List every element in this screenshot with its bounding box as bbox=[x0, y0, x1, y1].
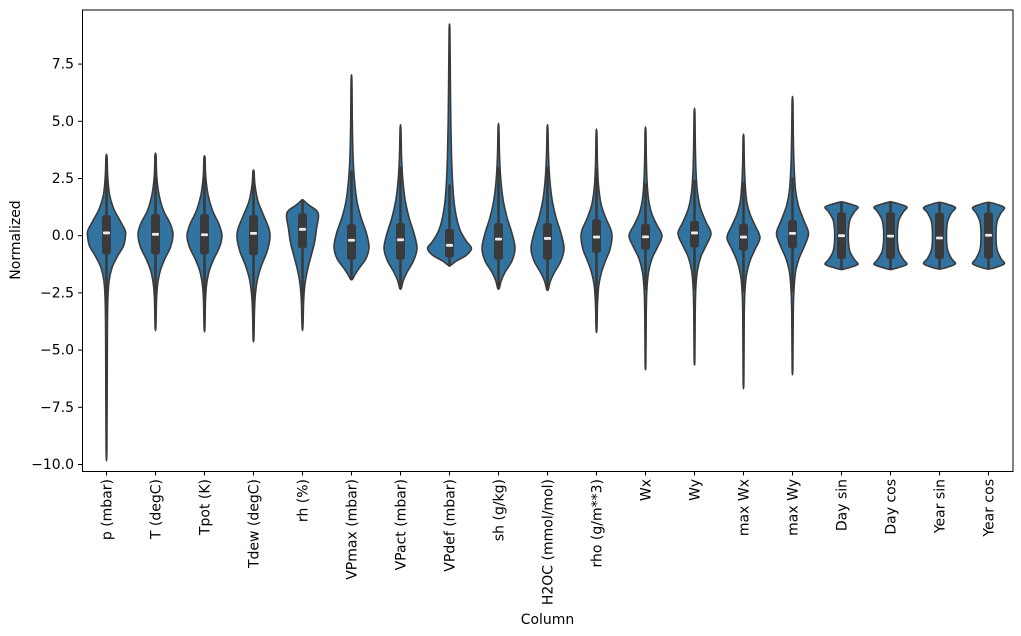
median-mark bbox=[397, 238, 404, 242]
iqr-box bbox=[935, 212, 944, 260]
iqr-box bbox=[494, 223, 503, 260]
x-tick-label: Tdew (degC) bbox=[247, 479, 263, 569]
violin-t-degc bbox=[137, 152, 174, 332]
median-mark bbox=[985, 233, 992, 237]
iqr-box bbox=[102, 215, 111, 255]
violin-max-wy bbox=[775, 95, 810, 376]
violin-vpact-mbar bbox=[383, 123, 418, 290]
violin-p-mbar bbox=[86, 153, 127, 462]
violin-h2oc-mmol-mol bbox=[530, 123, 565, 292]
median-mark bbox=[691, 231, 698, 235]
y-tick-label: −2.5 bbox=[40, 285, 74, 301]
y-axis-title: Normalized bbox=[8, 200, 24, 279]
violin-year-cos bbox=[971, 201, 1006, 270]
median-mark bbox=[593, 235, 600, 239]
x-tick-label: Year sin bbox=[933, 479, 949, 534]
median-mark bbox=[887, 234, 894, 238]
x-tick-label: Wy bbox=[688, 479, 704, 501]
y-tick-label: 7.5 bbox=[52, 57, 74, 73]
median-mark bbox=[103, 231, 110, 235]
median-mark bbox=[446, 243, 453, 247]
median-mark bbox=[740, 235, 747, 239]
y-tick-label: 2.5 bbox=[52, 171, 74, 187]
violin-sh-g-kg bbox=[481, 122, 516, 290]
violin-vpmax-mbar bbox=[333, 74, 370, 281]
x-tick-label: max Wx bbox=[737, 479, 753, 536]
violins-layer bbox=[86, 23, 1006, 462]
x-tick-label: sh (g/kg) bbox=[492, 479, 508, 541]
x-tick-label: Tpot (K) bbox=[198, 479, 214, 536]
iqr-box bbox=[445, 228, 454, 258]
x-axis: p (mbar) T (degC) Tpot (K) Tdew (degC) rh (%… bbox=[100, 471, 998, 605]
x-tick-label: Day sin bbox=[835, 479, 851, 531]
violin-max-wx bbox=[726, 133, 761, 390]
x-tick-label: VPmax (mbar) bbox=[345, 479, 361, 580]
median-mark bbox=[348, 238, 355, 242]
violin-rho-g-m-3 bbox=[580, 128, 613, 334]
median-mark bbox=[201, 233, 208, 237]
median-mark bbox=[495, 237, 502, 241]
x-tick-label: VPact (mbar) bbox=[394, 479, 410, 570]
median-mark bbox=[250, 232, 257, 235]
x-axis-title: Column bbox=[521, 612, 575, 628]
violin-rh bbox=[285, 198, 320, 332]
iqr-box bbox=[347, 224, 356, 260]
x-tick-label: Day cos bbox=[884, 479, 900, 535]
violin-wx bbox=[628, 126, 663, 371]
violin-vpdef-mbar bbox=[426, 23, 473, 267]
x-tick-label: rho (g/m**3) bbox=[590, 479, 606, 567]
median-mark bbox=[544, 237, 551, 240]
median-mark bbox=[642, 235, 649, 239]
x-tick-label: T (degC) bbox=[149, 479, 165, 540]
violin-wy bbox=[677, 107, 712, 366]
violin-tdew-degc bbox=[236, 169, 271, 343]
median-mark bbox=[299, 227, 306, 231]
x-tick-label: Wx bbox=[639, 479, 655, 501]
iqr-box bbox=[249, 215, 258, 256]
x-tick-label: VPdef (mbar) bbox=[443, 479, 459, 572]
violin-day-cos bbox=[873, 201, 908, 271]
median-mark bbox=[152, 232, 159, 236]
x-tick-label: rh (%) bbox=[296, 479, 312, 522]
median-mark bbox=[936, 236, 943, 240]
median-mark bbox=[838, 234, 845, 238]
y-tick-label: 0.0 bbox=[52, 228, 74, 244]
violin-tpot-k bbox=[186, 154, 223, 333]
x-tick-label: p (mbar) bbox=[100, 479, 116, 540]
median-mark bbox=[789, 232, 796, 235]
violin-day-sin bbox=[824, 201, 859, 271]
y-axis: 7.5 5.0 2.5 0.0 −2.5 −5.0 −7.5 −10.0 bbox=[31, 57, 82, 473]
violin-year-sin bbox=[922, 201, 957, 270]
x-tick-label: H2OC (mmol/mol) bbox=[541, 479, 557, 605]
y-tick-label: −5.0 bbox=[40, 343, 74, 359]
x-tick-label: Year cos bbox=[982, 479, 998, 538]
iqr-box bbox=[298, 213, 307, 249]
y-tick-label: −10.0 bbox=[31, 457, 74, 473]
iqr-box bbox=[543, 223, 552, 260]
y-tick-label: −7.5 bbox=[40, 400, 74, 416]
y-tick-label: 5.0 bbox=[52, 114, 74, 130]
iqr-box bbox=[396, 223, 405, 260]
x-tick-label: max Wy bbox=[786, 479, 802, 536]
